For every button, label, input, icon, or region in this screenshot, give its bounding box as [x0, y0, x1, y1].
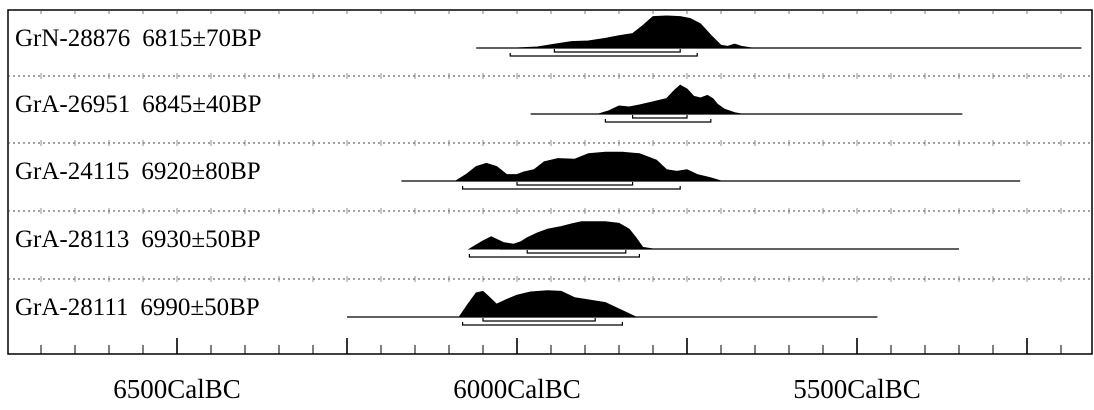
range-1sigma-bracket: [553, 49, 681, 53]
range-1sigma-bracket: [516, 182, 634, 186]
sample-code: GrA-24115: [15, 158, 129, 185]
range-1sigma-bracket: [526, 250, 627, 254]
probability-distribution: [454, 151, 722, 182]
sample-code: GrA-28113: [15, 226, 129, 253]
sample-row: GrN-28876 6815±70BP: [15, 15, 1082, 57]
range-1sigma-bracket: [482, 318, 596, 322]
sample-label: GrN-28876 6815±70BP: [15, 25, 262, 52]
sample-label: GrA-28111 6990±50BP: [15, 294, 260, 321]
sample-row: GrA-26951 6845±40BP: [15, 84, 963, 123]
probability-distribution: [516, 15, 752, 49]
sample-code: GrN-28876: [15, 25, 130, 52]
range-2sigma-bracket: [462, 322, 623, 326]
x-tick-label: 5500CalBC: [793, 374, 921, 404]
x-tick-label: 6500CalBC: [113, 374, 241, 404]
probability-distribution: [467, 221, 654, 250]
range-2sigma-bracket: [509, 53, 698, 57]
sample-row: GrA-28113 6930±50BP: [15, 221, 959, 258]
sample-row: GrA-28111 6990±50BP: [15, 290, 878, 326]
sample-row: GrA-24115 6920±80BP: [15, 151, 1021, 190]
sample-date: 6930±50BP: [141, 226, 260, 253]
range-2sigma-bracket: [604, 119, 712, 123]
x-tick-label: 6000CalBC: [453, 374, 581, 404]
sample-label: GrA-24115 6920±80BP: [15, 158, 261, 185]
sample-code: GrA-26951: [15, 91, 130, 118]
sample-date: 6815±70BP: [142, 25, 261, 52]
sample-date: 6990±50BP: [140, 294, 259, 321]
sample-date: 6845±40BP: [142, 91, 261, 118]
sample-label: GrA-26951 6845±40BP: [15, 91, 262, 118]
probability-distribution: [598, 84, 742, 115]
range-2sigma-bracket: [468, 254, 640, 258]
sample-label: GrA-28113 6930±50BP: [15, 226, 261, 253]
plot-frame: [7, 9, 1093, 355]
probability-distribution: [458, 290, 637, 318]
sample-code: GrA-28111: [15, 294, 128, 321]
sample-date: 6920±80BP: [141, 158, 260, 185]
range-2sigma-bracket: [462, 186, 681, 190]
range-1sigma-bracket: [632, 115, 688, 119]
